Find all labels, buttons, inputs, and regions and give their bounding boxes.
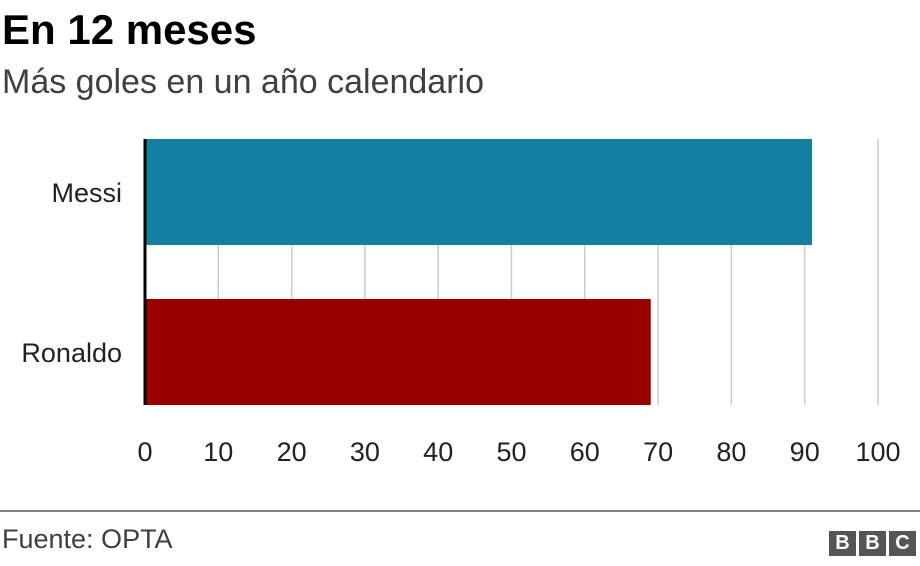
chart-title: En 12 meses <box>2 6 257 53</box>
x-tick-label: 80 <box>716 437 746 467</box>
x-tick-label: 100 <box>855 437 900 467</box>
x-tick-label: 70 <box>643 437 673 467</box>
chart-subtitle: Más goles en un año calendario <box>2 63 484 101</box>
logo-letter: C <box>889 531 916 556</box>
category-labels: Messi Ronaldo <box>21 178 122 368</box>
x-tick-label: 20 <box>277 437 307 467</box>
footer-divider <box>0 510 920 512</box>
category-label: Messi <box>51 178 122 208</box>
x-tick-label: 60 <box>570 437 600 467</box>
logo-letter: B <box>859 531 886 556</box>
x-tick-label: 40 <box>423 437 453 467</box>
x-tick-label: 10 <box>203 437 233 467</box>
x-tick-label: 30 <box>350 437 380 467</box>
logo-letter: B <box>829 531 856 556</box>
x-tick-label: 0 <box>137 437 152 467</box>
x-tick-labels: 0 10 20 30 40 50 60 70 80 90 100 <box>137 437 900 467</box>
x-tick-label: 90 <box>790 437 820 467</box>
bars <box>145 139 813 405</box>
bar-messi <box>145 139 813 245</box>
source-note: Fuente: OPTA <box>2 524 173 554</box>
category-label: Ronaldo <box>21 338 122 368</box>
x-tick-label: 50 <box>496 437 526 467</box>
bar-ronaldo <box>145 299 651 405</box>
bar-chart: Messi Ronaldo 0 10 20 30 40 50 60 70 80 90 100 <box>21 139 901 467</box>
bbc-logo: B B C <box>829 531 916 556</box>
